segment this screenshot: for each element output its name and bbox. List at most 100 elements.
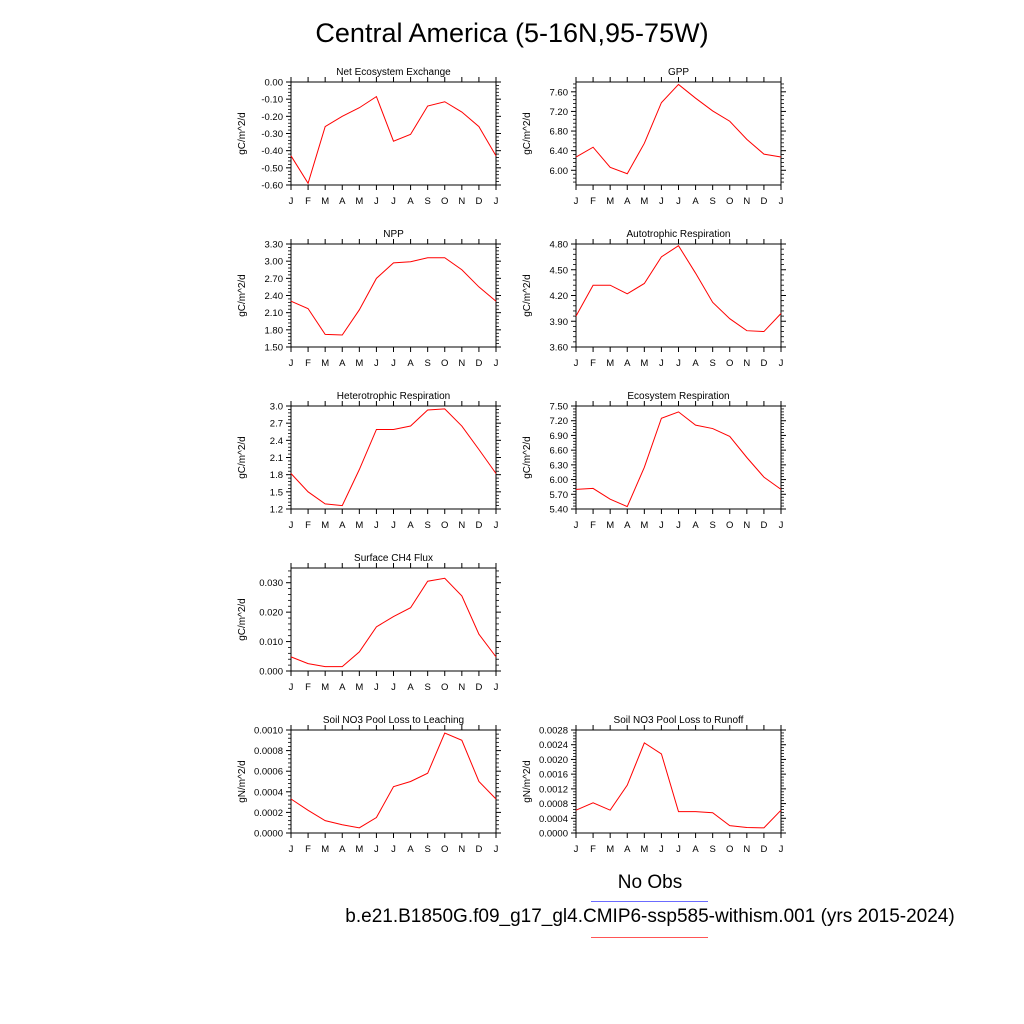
y-tick-label: 6.00 (550, 166, 569, 177)
x-tick-label: A (692, 844, 699, 855)
legend-model-line (591, 937, 708, 938)
x-tick-label: J (574, 358, 579, 369)
x-tick-label: J (494, 520, 499, 531)
x-tick-label: J (676, 196, 681, 207)
x-tick-label: N (458, 520, 465, 531)
plot-frame (575, 729, 782, 834)
x-tick-label: O (726, 844, 733, 855)
x-tick-label: S (709, 520, 715, 531)
x-tick-label: A (407, 520, 414, 531)
x-tick-label: S (424, 196, 430, 207)
y-tick-label: 0.030 (259, 578, 283, 589)
y-tick-label: 0.0004 (539, 814, 568, 825)
x-tick-label: M (640, 844, 648, 855)
x-tick-label: J (391, 520, 396, 531)
x-tick-label: A (339, 682, 346, 693)
x-tick-label: M (355, 358, 363, 369)
x-tick-label: N (743, 520, 750, 531)
y-tick-label: 2.1 (270, 453, 283, 464)
x-tick-label: A (407, 682, 414, 693)
y-tick-label: 0.00 (265, 78, 284, 89)
x-tick-label: M (321, 358, 329, 369)
y-tick-label: -0.50 (261, 163, 283, 174)
x-tick-label: J (374, 682, 379, 693)
y-tick-label: 0.0008 (254, 746, 283, 757)
x-tick-label: J (779, 196, 784, 207)
plot-frame (290, 729, 497, 834)
x-tick-label: F (305, 196, 311, 207)
legend-no-obs-line (591, 901, 708, 902)
x-tick-label: D (760, 844, 767, 855)
x-tick-label: N (743, 844, 750, 855)
x-tick-label: N (458, 358, 465, 369)
series-line (290, 577, 497, 668)
x-tick-label: O (441, 358, 448, 369)
x-tick-label: A (624, 358, 631, 369)
x-tick-label: J (676, 358, 681, 369)
series-line (575, 83, 782, 175)
y-tick-label: -0.20 (261, 112, 283, 123)
y-axis-label: gC/m^2/d (237, 274, 248, 317)
x-tick-label: O (441, 682, 448, 693)
x-tick-label: J (391, 844, 396, 855)
x-tick-label: S (424, 520, 430, 531)
y-tick-label: 3.0 (270, 402, 283, 413)
x-tick-label: D (475, 520, 482, 531)
x-tick-label: S (424, 844, 430, 855)
y-tick-label: 0.0000 (539, 829, 568, 840)
y-tick-label: 0.0008 (539, 799, 568, 810)
x-tick-label: D (475, 358, 482, 369)
x-tick-label: M (355, 844, 363, 855)
x-tick-label: A (407, 358, 414, 369)
x-tick-label: A (339, 196, 346, 207)
chart-title: GPP (668, 67, 689, 78)
x-tick-label: M (321, 520, 329, 531)
x-tick-label: J (374, 844, 379, 855)
y-tick-label: 2.70 (265, 274, 284, 285)
y-tick-label: 5.40 (550, 505, 569, 516)
series-line (290, 257, 497, 336)
y-tick-label: 0.0012 (539, 784, 568, 795)
x-tick-label: J (374, 196, 379, 207)
x-tick-label: J (779, 520, 784, 531)
x-tick-label: F (305, 844, 311, 855)
x-tick-label: N (743, 358, 750, 369)
x-tick-label: O (726, 358, 733, 369)
y-axis-label: gN/m^2/d (237, 760, 248, 803)
y-tick-label: 2.7 (270, 419, 283, 430)
chart-title: NPP (383, 229, 404, 240)
x-tick-label: F (590, 358, 596, 369)
x-tick-label: M (606, 844, 614, 855)
x-tick-label: J (289, 682, 294, 693)
x-tick-label: O (726, 196, 733, 207)
x-tick-label: D (475, 196, 482, 207)
y-tick-label: 3.30 (265, 240, 284, 251)
y-tick-label: 0.0002 (254, 808, 283, 819)
x-tick-label: A (407, 196, 414, 207)
y-tick-label: 2.4 (270, 436, 283, 447)
plot-frame (575, 81, 782, 186)
x-tick-label: S (709, 196, 715, 207)
y-tick-label: 0.0020 (539, 755, 568, 766)
x-tick-label: J (659, 196, 664, 207)
x-tick-label: J (494, 196, 499, 207)
x-tick-label: A (692, 520, 699, 531)
x-tick-label: D (475, 844, 482, 855)
x-tick-label: M (321, 196, 329, 207)
x-tick-label: F (305, 520, 311, 531)
x-tick-label: J (391, 682, 396, 693)
series-line (290, 732, 497, 829)
y-tick-label: 3.60 (550, 343, 569, 354)
x-tick-label: M (321, 844, 329, 855)
y-tick-label: 6.00 (550, 475, 569, 486)
x-tick-label: J (676, 844, 681, 855)
y-tick-label: 0.0024 (539, 740, 568, 751)
x-tick-label: J (574, 844, 579, 855)
y-tick-label: -0.40 (261, 146, 283, 157)
y-tick-label: 6.90 (550, 431, 569, 442)
series-line (290, 408, 497, 507)
x-tick-label: J (494, 844, 499, 855)
x-tick-label: M (355, 682, 363, 693)
series-line (575, 742, 782, 829)
